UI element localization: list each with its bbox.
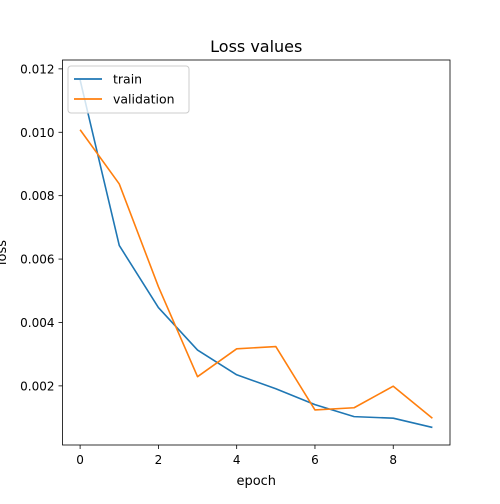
legend: train validation — [67, 65, 190, 114]
legend-box — [67, 65, 190, 114]
series-layer — [79, 79, 433, 429]
legend-label-train: train — [113, 72, 142, 87]
y-tick-label: 0.006 — [20, 253, 54, 267]
x-tick-label: 2 — [155, 453, 163, 467]
x-axis-label: epoch — [236, 474, 276, 489]
x-tick-label: 4 — [233, 453, 241, 467]
axes-layer: 0 2 4 6 8 0.002 0.004 0.006 0.008 0.010 0.012 — [20, 62, 397, 467]
series-line-train — [79, 79, 433, 429]
legend-items: train validation — [74, 72, 175, 107]
y-tick-label: 0.008 — [20, 189, 54, 203]
y-tick-label: 0.012 — [20, 62, 54, 76]
x-tick-label: 0 — [76, 453, 84, 467]
x-tick-label: 6 — [311, 453, 319, 467]
y-tick-label: 0.002 — [20, 379, 54, 393]
x-tick-label: 8 — [389, 453, 397, 467]
chart-title: Loss values — [210, 37, 302, 56]
plot-frame — [62, 59, 451, 446]
legend-label-validation: validation — [113, 92, 175, 107]
y-tick-label: 0.004 — [20, 316, 54, 330]
y-tick-label: 0.010 — [20, 126, 54, 140]
series-line-validation — [79, 129, 433, 419]
y-axis-label: loss — [0, 240, 10, 265]
